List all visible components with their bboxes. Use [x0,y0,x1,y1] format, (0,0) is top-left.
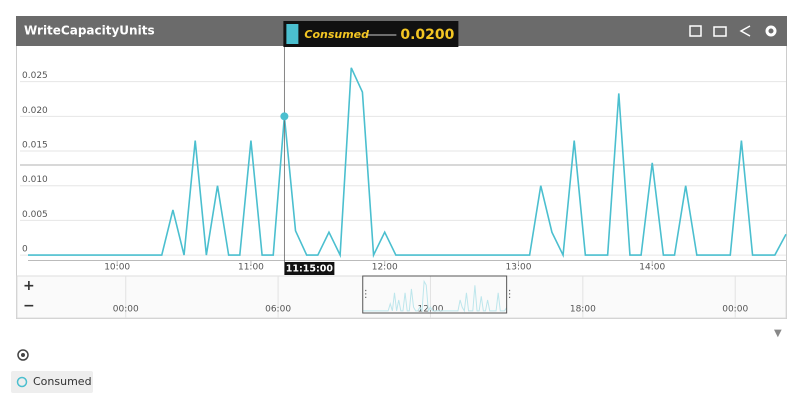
crosshair-x-box [284,262,335,275]
y-tick-label: 0.005 [22,210,48,220]
x-tick-label: 14:00 [639,263,665,273]
collapse-arrow[interactable]: ▼ [774,328,782,339]
panel [16,16,787,319]
x-tick-label: 11:00 [238,263,264,273]
tooltip-value: 0.0200 [400,27,454,43]
navigator-selection[interactable] [362,275,508,314]
navigator-tick-label: 06:00 [265,305,291,315]
legend-toggle[interactable] [17,349,29,361]
camera-icon[interactable] [713,26,727,37]
line [28,67,787,259]
navigator-tick-label: 18:00 [570,305,596,315]
chart-title: WriteCapacityUnits [24,24,155,38]
tooltip-swatch [286,24,299,44]
navigator-tick-label: 00:00 [722,305,748,315]
tooltip-series: Consumed [304,28,369,41]
legend-marker [16,376,28,388]
legend-toggle-dot [21,353,25,357]
zoom-out[interactable]: − [23,298,35,314]
zoom-in[interactable]: + [23,278,35,294]
y-tick-label: 0.010 [22,175,48,185]
navigator-line [362,279,508,313]
zoom-icon[interactable] [689,25,702,37]
y-tick-label: 0 [22,245,28,255]
x-tick-label: 10:00 [104,263,130,273]
navigator-handle[interactable]: ⋮ [361,289,371,300]
toolbar[interactable] [689,25,777,37]
crosshair-point [280,112,289,121]
navigator-tick-label: 12:00 [417,305,443,315]
x-tick-label: 12:00 [372,263,398,273]
x-tick-label: 13:00 [506,263,532,273]
navigator-handle[interactable]: ⋮ [505,289,515,300]
legend-label[interactable]: Consumed [33,375,92,388]
tooltip [283,21,459,47]
legend-item[interactable] [11,371,93,393]
y-tick-label: 0.020 [22,106,48,116]
share-icon[interactable] [739,25,751,37]
crosshair-x-label: 11:15:00 [286,264,334,275]
settings-icon[interactable] [765,25,777,37]
navigator-tick-label: 00:00 [113,305,139,315]
y-tick-label: 0.015 [22,141,48,151]
y-tick-label: 0.025 [22,71,48,81]
